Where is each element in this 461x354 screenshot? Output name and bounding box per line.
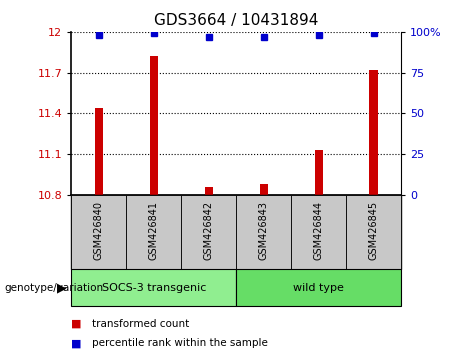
Text: ▶: ▶ bbox=[57, 281, 67, 294]
Text: GSM426840: GSM426840 bbox=[94, 201, 104, 259]
Bar bbox=[260, 184, 268, 195]
FancyBboxPatch shape bbox=[181, 195, 236, 269]
Text: wild type: wild type bbox=[293, 282, 344, 293]
Text: GSM426843: GSM426843 bbox=[259, 201, 269, 259]
Text: percentile rank within the sample: percentile rank within the sample bbox=[92, 338, 268, 348]
Bar bbox=[314, 150, 323, 195]
Text: GSM426842: GSM426842 bbox=[204, 201, 214, 260]
Text: GSM426841: GSM426841 bbox=[149, 201, 159, 259]
FancyBboxPatch shape bbox=[236, 269, 401, 306]
Text: GSM426845: GSM426845 bbox=[369, 201, 378, 260]
FancyBboxPatch shape bbox=[236, 195, 291, 269]
Bar bbox=[150, 56, 158, 195]
FancyBboxPatch shape bbox=[71, 195, 126, 269]
Text: ■: ■ bbox=[71, 338, 82, 348]
FancyBboxPatch shape bbox=[126, 195, 181, 269]
Text: SOCS-3 transgenic: SOCS-3 transgenic bbox=[102, 282, 206, 293]
FancyBboxPatch shape bbox=[291, 195, 346, 269]
Text: transformed count: transformed count bbox=[92, 319, 189, 329]
FancyBboxPatch shape bbox=[346, 195, 401, 269]
Title: GDS3664 / 10431894: GDS3664 / 10431894 bbox=[154, 13, 319, 28]
Text: GSM426844: GSM426844 bbox=[313, 201, 324, 259]
FancyBboxPatch shape bbox=[71, 269, 236, 306]
Text: genotype/variation: genotype/variation bbox=[5, 282, 104, 293]
Bar bbox=[95, 108, 103, 195]
Bar bbox=[369, 70, 378, 195]
Bar bbox=[205, 187, 213, 195]
Text: ■: ■ bbox=[71, 319, 82, 329]
